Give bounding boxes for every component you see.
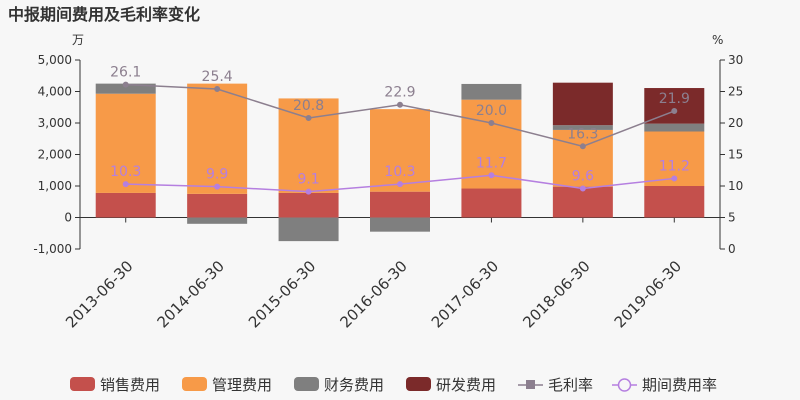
line-point [579, 143, 586, 150]
y-right-unit: % [712, 33, 723, 47]
line-point [122, 81, 129, 88]
bar-segment [187, 83, 248, 194]
y-right-tick-label: 25 [728, 85, 743, 99]
legend-marker [617, 378, 632, 392]
legend-item[interactable]: 毛利率 [518, 376, 593, 394]
line-point [397, 181, 403, 188]
y-right-tick-label: 15 [728, 148, 743, 162]
bar-segment [187, 193, 248, 218]
bar-segment [552, 186, 613, 218]
y-right-tick-label: 5 [728, 211, 736, 225]
bar-segment [95, 192, 156, 218]
bar-segment [278, 98, 339, 193]
bar-segment [644, 186, 705, 218]
y-left-tick-label: 4,000 [38, 85, 72, 99]
y-right-tick-label: 30 [728, 53, 743, 67]
data-label: 20.0 [476, 103, 507, 119]
data-label: 26.1 [110, 65, 141, 81]
data-label: 11.7 [476, 155, 507, 171]
line-point [579, 185, 586, 192]
bar-segment [370, 217, 430, 232]
bar-segment [461, 188, 522, 218]
bar-segment [187, 217, 248, 224]
y-left-tick-label: 5,000 [38, 53, 72, 67]
y-left-unit: 万 [72, 33, 84, 47]
data-label: 25.4 [202, 69, 233, 85]
x-tick-label: 2017-06-30 [428, 257, 502, 331]
data-label: 10.3 [384, 164, 415, 180]
legend-label: 管理费用 [212, 376, 272, 394]
y-left-tick-label: 2,000 [38, 148, 72, 162]
bar-segment [461, 83, 522, 100]
y-left-tick-label: 3,000 [38, 116, 72, 130]
bar-segment [278, 217, 339, 242]
legend-item[interactable]: 研发费用 [406, 376, 496, 394]
y-left-tick-label: 0 [64, 211, 72, 225]
line-point [305, 114, 312, 121]
data-label: 11.2 [659, 158, 690, 174]
line-point [214, 183, 221, 190]
legend[interactable]: 销售费用 管理费用 财务费用 研发费用 毛利率 期间费用率 [70, 376, 717, 394]
legend-marker [526, 380, 535, 389]
legend-label: 销售费用 [100, 376, 160, 394]
bar-segment [644, 123, 705, 132]
legend-item[interactable]: 管理费用 [182, 376, 272, 394]
line-point [671, 108, 678, 115]
lines: 26.1 25.4 20.8 22.9 20.0 16.3 21.9 10.3 9.9 9.1 10… [110, 65, 690, 195]
bar-segment [552, 125, 613, 130]
y-left-tick-label: 1,000 [38, 179, 72, 193]
x-tick-label: 2013-06-30 [62, 257, 136, 331]
data-label: 20.8 [293, 98, 324, 114]
x-tick-label: 2018-06-30 [519, 257, 593, 331]
legend-item[interactable]: 期间费用率 [612, 376, 717, 394]
line-point [397, 101, 403, 108]
data-label: 16.3 [567, 126, 598, 142]
y-right-tick-label: 20 [728, 116, 743, 130]
legend-label: 期间费用率 [642, 376, 717, 394]
legend-label: 研发费用 [436, 376, 496, 394]
line-point [305, 188, 312, 195]
legend-label: 财务费用 [324, 376, 384, 394]
legend-swatch [182, 377, 207, 391]
line-point [488, 172, 495, 179]
bar-segment [552, 82, 613, 126]
line-point [122, 181, 129, 188]
bar-segment [95, 83, 156, 94]
legend-label: 毛利率 [548, 376, 593, 394]
x-tick-label: 2015-06-30 [245, 257, 319, 331]
chart-title: 中报期间费用及毛利率变化 [8, 5, 200, 24]
bar-segment [370, 109, 430, 192]
y-right-tick-label: 0 [728, 242, 736, 256]
line-point [671, 175, 678, 182]
x-tick-label: 2014-06-30 [154, 257, 228, 331]
data-label: 9.1 [297, 172, 319, 188]
x-tick-label: 2016-06-30 [336, 257, 410, 331]
data-label: 9.6 [572, 169, 594, 185]
bar-segment [95, 93, 156, 193]
legend-item[interactable]: 财务费用 [294, 376, 384, 394]
legend-swatch [294, 377, 319, 391]
legend-swatch [406, 377, 431, 391]
legend-item[interactable]: 销售费用 [70, 376, 160, 394]
line-point [214, 85, 221, 92]
line-point [488, 120, 495, 126]
data-label: 9.9 [206, 167, 228, 183]
data-label: 21.9 [659, 91, 690, 107]
data-label: 22.9 [384, 85, 415, 101]
bar-segment [370, 191, 430, 218]
y-right-tick-label: 10 [728, 179, 743, 193]
bar-segment [278, 192, 339, 218]
legend-swatch [70, 377, 95, 391]
y-left-tick-label: -1,000 [33, 242, 72, 256]
x-tick-label: 2019-06-30 [611, 257, 685, 331]
data-label: 10.3 [110, 164, 141, 180]
bar-segment [644, 88, 705, 124]
bars [95, 82, 705, 242]
